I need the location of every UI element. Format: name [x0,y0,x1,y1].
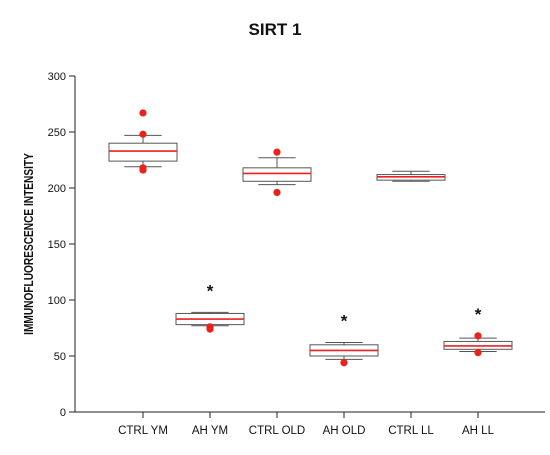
outlier-point [273,188,281,197]
x-tick-label: CTRL LL [388,425,434,437]
y-tick-label: 50 [54,351,66,363]
significance-marker: * [341,312,348,331]
outlier-point [139,109,147,117]
y-tick-label: 300 [48,71,66,83]
chart-title: SIRT 1 [248,20,302,39]
outlier-point [139,130,147,138]
x-tick-label: CTRL YM [118,425,168,437]
x-tick-label: AH OLD [323,425,366,437]
y-tick-label: 200 [48,183,66,195]
outlier-point [206,325,214,333]
outlier-point [340,359,348,367]
y-axis-label: IMMUNOFLUORESCENCE INTENSITY [22,153,36,335]
y-tick-label: 150 [48,239,66,251]
box [108,142,178,162]
significance-marker: * [475,305,482,324]
outlier-point [273,148,281,156]
x-tick-label: CTRL OLD [249,425,305,437]
significance-marker: * [207,281,214,300]
outlier-point [474,349,482,357]
y-tick-label: 100 [48,295,66,307]
y-tick-label: 0 [60,407,66,419]
box [242,167,312,182]
outlier-point [139,166,147,174]
y-tick-label: 250 [48,127,66,139]
outlier-point [474,332,482,340]
x-tick-label: AH YM [192,425,228,437]
x-tick-label: AH LL [462,425,495,437]
